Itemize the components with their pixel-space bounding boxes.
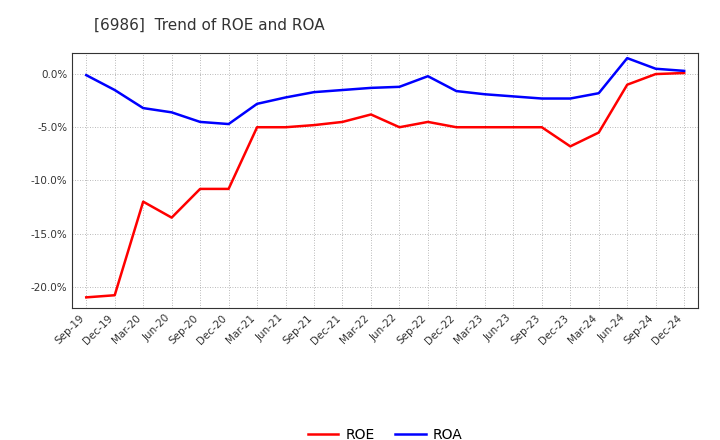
ROE: [509, 125, 518, 130]
ROE: [366, 112, 375, 117]
ROE: [623, 82, 631, 87]
ROA: [623, 55, 631, 61]
ROE: [139, 199, 148, 204]
ROA: [282, 95, 290, 100]
ROE: [310, 122, 318, 128]
ROE: [225, 186, 233, 191]
ROA: [452, 88, 461, 94]
Text: [6986]  Trend of ROE and ROA: [6986] Trend of ROE and ROA: [94, 18, 324, 33]
ROE: [282, 125, 290, 130]
ROE: [480, 125, 489, 130]
ROE: [652, 71, 660, 77]
ROE: [253, 125, 261, 130]
ROE: [196, 186, 204, 191]
ROA: [480, 92, 489, 97]
ROA: [225, 121, 233, 127]
ROA: [652, 66, 660, 71]
ROA: [82, 73, 91, 78]
ROA: [253, 101, 261, 106]
Legend: ROE, ROA: ROE, ROA: [302, 422, 468, 440]
Line: ROE: ROE: [86, 73, 684, 297]
ROA: [310, 89, 318, 95]
ROA: [566, 96, 575, 101]
ROA: [167, 110, 176, 115]
ROA: [680, 68, 688, 73]
ROA: [366, 85, 375, 91]
Line: ROA: ROA: [86, 58, 684, 124]
ROA: [338, 88, 347, 93]
ROA: [595, 91, 603, 96]
ROA: [537, 96, 546, 101]
ROE: [537, 125, 546, 130]
ROE: [680, 70, 688, 76]
ROA: [139, 106, 148, 111]
ROE: [110, 293, 119, 298]
ROE: [423, 119, 432, 125]
ROE: [566, 144, 575, 149]
ROE: [82, 295, 91, 300]
ROA: [509, 94, 518, 99]
ROE: [595, 130, 603, 135]
ROE: [452, 125, 461, 130]
ROA: [110, 88, 119, 93]
ROE: [338, 119, 347, 125]
ROA: [423, 73, 432, 79]
ROE: [395, 125, 404, 130]
ROA: [196, 119, 204, 125]
ROE: [167, 215, 176, 220]
ROA: [395, 84, 404, 89]
